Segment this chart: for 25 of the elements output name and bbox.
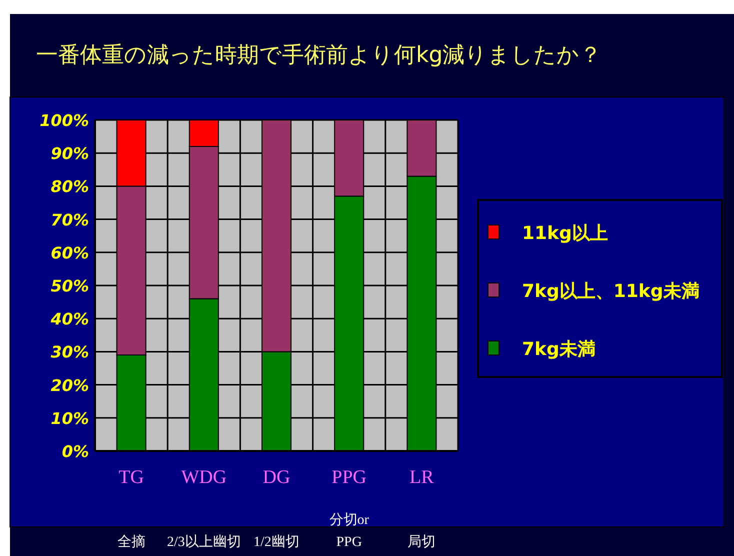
x-tick-label: TG (118, 467, 144, 488)
legend-label: 7kg以上、11kg未満 (522, 281, 700, 302)
y-tick-label: 90% (50, 144, 89, 164)
x-tick-label: PPG (332, 467, 367, 488)
y-tick-label: 30% (50, 342, 89, 362)
y-tick-label: 80% (50, 177, 89, 196)
y-tick-label: 0% (62, 442, 89, 461)
y-tick-label: 100% (40, 111, 89, 130)
text: 分切or PPG (329, 512, 370, 550)
y-tick-label: 40% (50, 310, 89, 329)
y-tick-label: 20% (50, 376, 89, 395)
y-tick-label: 60% (50, 243, 89, 262)
text: 全摘 (117, 534, 146, 550)
y-tick-label: 70% (50, 210, 89, 230)
chart-title: 一番体重の減った時期で手術前より何kg減りましたか？ (36, 43, 602, 68)
legend-label: 7kg未満 (522, 339, 596, 360)
x-tick-label: WDG (181, 467, 227, 488)
legend-label: 11kg以上 (522, 223, 608, 244)
x-tick-label: DG (262, 467, 290, 488)
y-tick-label: 50% (50, 276, 89, 296)
text: 局切 (408, 534, 436, 550)
x-tick-label: LR (410, 467, 434, 488)
y-tick-label: 10% (50, 408, 89, 428)
text: 1/2幽切 (254, 534, 300, 550)
text: 2/3以上幽切 (166, 534, 241, 550)
